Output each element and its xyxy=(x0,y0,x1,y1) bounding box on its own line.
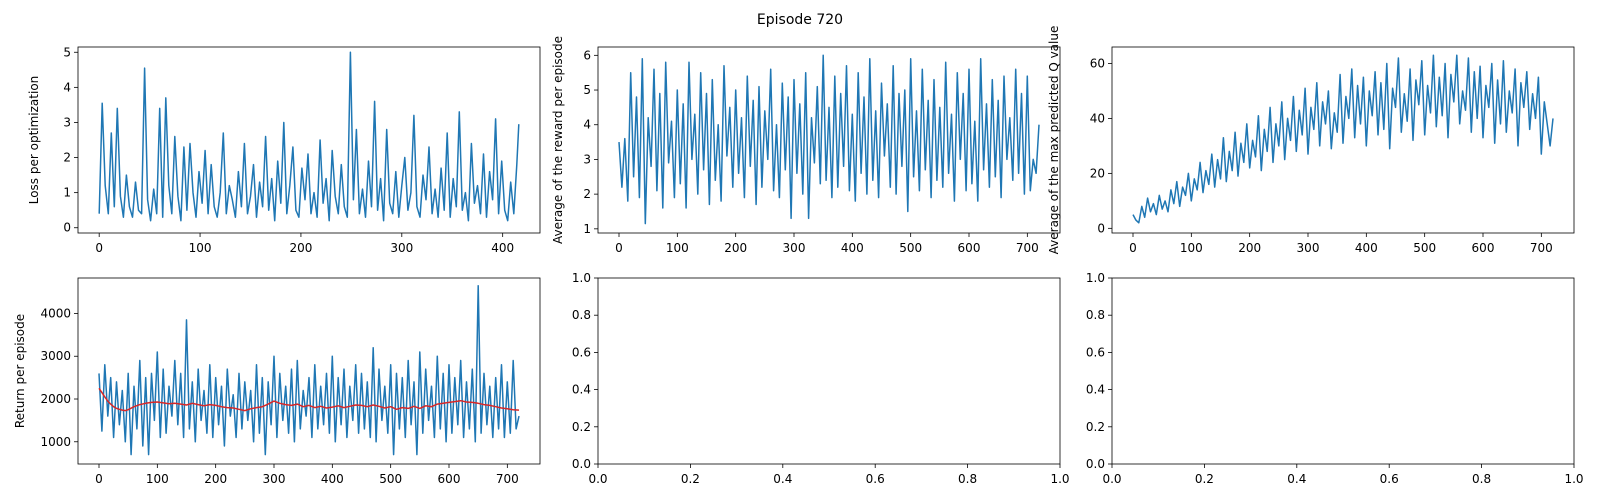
empty-1-x-tick-label: 0.2 xyxy=(681,472,700,486)
empty-2-y-tick-label: 0.4 xyxy=(1086,383,1105,397)
loss-y-tick-label: 1 xyxy=(63,186,71,200)
loss-y-tick-label: 4 xyxy=(63,80,71,94)
max-q-x-tick-label: 600 xyxy=(1472,241,1495,255)
loss-y-tick-label: 3 xyxy=(63,115,71,129)
avg-reward-y-tick-label: 5 xyxy=(583,83,591,97)
max-q-x-tick-label: 100 xyxy=(1180,241,1203,255)
return-series-1-line xyxy=(98,387,520,412)
empty-1-y-tick-label: 1.0 xyxy=(572,271,591,285)
loss-x-tick-label: 0 xyxy=(95,241,103,255)
max-q-series-0-line xyxy=(1132,54,1554,224)
avg-reward-x-tick-label: 700 xyxy=(1016,241,1039,255)
empty-1-y-tick-label: 0.4 xyxy=(572,383,591,397)
return-series-0-line xyxy=(98,284,520,456)
loss-x-tick-label: 300 xyxy=(390,241,413,255)
empty-1-x-tick-label: 0.4 xyxy=(773,472,792,486)
return-y-tick-label: 2000 xyxy=(40,392,71,406)
max-q-axes-frame xyxy=(1111,46,1575,234)
empty-2-x-tick-label: 0.2 xyxy=(1195,472,1214,486)
avg-reward-x-tick-label: 0 xyxy=(615,241,623,255)
max-q-y-tick-label: 60 xyxy=(1090,56,1105,70)
empty-2-y-tick-label: 0.2 xyxy=(1086,420,1105,434)
loss-series-0-line xyxy=(98,51,520,222)
return-x-tick-label: 600 xyxy=(438,472,461,486)
subplot-avg-reward: 0 100 200 300 400 500 600 700 1 2 3 4 5 6 Average of t… xyxy=(551,36,1061,255)
avg-reward-y-tick-label: 1 xyxy=(583,222,591,236)
max-q-y-tick-label: 40 xyxy=(1090,111,1105,125)
loss-y-tick-label: 5 xyxy=(63,45,71,59)
max-q-x-tick-label: 400 xyxy=(1355,241,1378,255)
loss-y-tick-label: 2 xyxy=(63,151,71,165)
avg-reward-x-tick-label: 100 xyxy=(666,241,689,255)
loss-y-axis-label: Loss per optimization xyxy=(27,76,41,205)
empty-1-y-tick-label: 0.0 xyxy=(572,457,591,471)
loss-x-tick-label: 400 xyxy=(491,241,514,255)
max-q-x-tick-label: 700 xyxy=(1530,241,1553,255)
return-x-tick-label: 200 xyxy=(204,472,227,486)
avg-reward-x-tick-label: 400 xyxy=(841,241,864,255)
empty-1-axes-frame xyxy=(597,277,1061,465)
loss-x-tick-label: 100 xyxy=(189,241,212,255)
subplot-return: 0 100 200 300 400 500 600 700 1000 2000 3000 4000 Re… xyxy=(13,277,541,486)
return-x-tick-label: 100 xyxy=(146,472,169,486)
avg-reward-y-axis-label: Average of the reward per episode xyxy=(551,36,565,244)
max-q-y-tick-label: 0 xyxy=(1097,221,1105,235)
empty-2-x-tick-label: 1.0 xyxy=(1564,472,1583,486)
return-y-tick-label: 3000 xyxy=(40,349,71,363)
empty-2-x-tick-label: 0.0 xyxy=(1102,472,1121,486)
empty-1-y-tick-label: 0.6 xyxy=(572,345,591,359)
max-q-y-axis-label: Average of the max predicted Q value xyxy=(1047,26,1061,255)
empty-2-x-tick-label: 0.8 xyxy=(1472,472,1491,486)
empty-2-x-tick-label: 0.6 xyxy=(1380,472,1399,486)
subplot-max-q: 0 100 200 300 400 500 600 700 0 20 40 60 Average of … xyxy=(1047,26,1575,255)
avg-reward-y-tick-label: 6 xyxy=(583,48,591,62)
avg-reward-x-tick-label: 200 xyxy=(724,241,747,255)
avg-reward-y-tick-label: 3 xyxy=(583,152,591,166)
subplot-empty-2: 0.0 0.2 0.4 0.6 0.8 1.0 0.0 0.2 0.4 0.6 0.8 1.0 xyxy=(1086,271,1584,486)
avg-reward-axes-frame xyxy=(597,46,1061,234)
return-axes-frame xyxy=(77,277,541,465)
empty-1-x-tick-label: 1.0 xyxy=(1050,472,1069,486)
empty-1-x-tick-label: 0.0 xyxy=(588,472,607,486)
return-y-tick-label: 1000 xyxy=(40,435,71,449)
empty-2-axes-frame xyxy=(1111,277,1575,465)
empty-1-y-tick-label: 0.8 xyxy=(572,308,591,322)
return-y-tick-label: 4000 xyxy=(40,306,71,320)
avg-reward-x-tick-label: 600 xyxy=(958,241,981,255)
max-q-x-tick-label: 500 xyxy=(1413,241,1436,255)
loss-axes-frame xyxy=(77,46,541,234)
max-q-y-tick-label: 20 xyxy=(1090,166,1105,180)
avg-reward-y-tick-label: 2 xyxy=(583,187,591,201)
return-y-axis-label: Return per episode xyxy=(13,314,27,428)
avg-reward-series-0-line xyxy=(618,54,1040,225)
empty-2-y-tick-label: 0.0 xyxy=(1086,457,1105,471)
return-x-tick-label: 400 xyxy=(321,472,344,486)
max-q-x-tick-label: 0 xyxy=(1129,241,1137,255)
return-x-tick-label: 700 xyxy=(496,472,519,486)
empty-1-y-tick-label: 0.2 xyxy=(572,420,591,434)
subplot-loss: 0 100 200 300 400 0 1 2 3 4 5 Loss per optimization xyxy=(27,45,541,255)
figure-title: Episode 720 xyxy=(757,12,843,28)
loss-y-tick-label: 0 xyxy=(63,221,71,235)
subplot-empty-1: 0.0 0.2 0.4 0.6 0.8 1.0 0.0 0.2 0.4 0.6 0.8 1.0 xyxy=(572,271,1070,486)
empty-2-y-tick-label: 1.0 xyxy=(1086,271,1105,285)
return-x-tick-label: 0 xyxy=(95,472,103,486)
avg-reward-x-tick-label: 300 xyxy=(783,241,806,255)
max-q-x-tick-label: 300 xyxy=(1297,241,1320,255)
max-q-x-tick-label: 200 xyxy=(1238,241,1261,255)
loss-x-tick-label: 200 xyxy=(289,241,312,255)
empty-1-x-tick-label: 0.6 xyxy=(866,472,885,486)
return-x-tick-label: 500 xyxy=(379,472,402,486)
empty-2-y-tick-label: 0.8 xyxy=(1086,308,1105,322)
avg-reward-x-tick-label: 500 xyxy=(899,241,922,255)
empty-2-x-tick-label: 0.4 xyxy=(1287,472,1306,486)
avg-reward-y-tick-label: 4 xyxy=(583,118,591,132)
empty-2-y-tick-label: 0.6 xyxy=(1086,345,1105,359)
empty-1-x-tick-label: 0.8 xyxy=(958,472,977,486)
return-x-tick-label: 300 xyxy=(263,472,286,486)
